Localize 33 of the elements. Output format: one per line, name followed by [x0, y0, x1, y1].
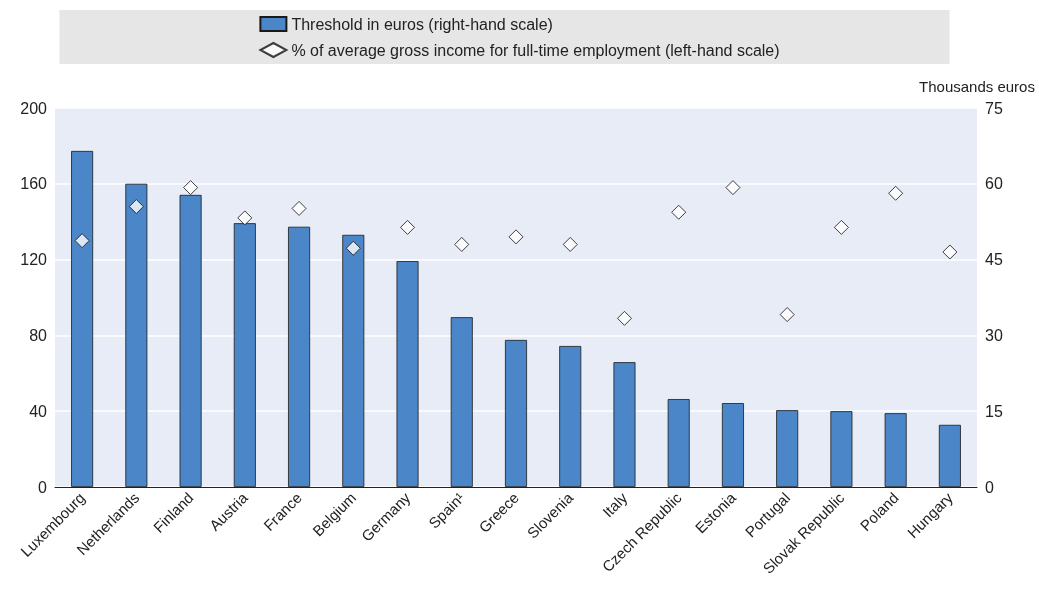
point [183, 180, 199, 196]
y-tick-label: 160 [20, 175, 48, 193]
point [508, 229, 524, 245]
point [454, 236, 470, 252]
y2-tick-label: 15 [985, 402, 1003, 420]
point [291, 200, 307, 216]
y2-tick-label: 0 [985, 478, 994, 496]
point [562, 236, 578, 252]
x-tick-label: Italy [599, 488, 631, 521]
point [671, 204, 687, 220]
point [237, 210, 253, 226]
y-tick-label: 120 [20, 251, 48, 269]
point [833, 219, 849, 235]
y2-tick-label: 60 [985, 175, 1003, 193]
point [942, 244, 958, 260]
point [74, 233, 90, 249]
y2-tick-label: 45 [985, 251, 1003, 269]
y-tick-label: 80 [29, 326, 48, 344]
point [128, 199, 144, 215]
y2-axis-title: Thousands euros [919, 78, 1035, 95]
point [400, 219, 416, 235]
legend-label: Threshold in euros (right-hand scale) [291, 15, 553, 33]
point [779, 307, 795, 323]
point [725, 180, 741, 196]
legend-label: % of average gross income for full-time employment (left-hand scale) [291, 41, 780, 59]
y-tick-label: 40 [29, 402, 48, 420]
point [888, 185, 904, 201]
point [345, 240, 361, 256]
y-tick-label: 0 [38, 478, 48, 496]
y-tick-label: 200 [20, 99, 48, 117]
y2-tick-label: 75 [985, 99, 1003, 117]
y2-tick-label: 30 [985, 326, 1003, 344]
point [616, 310, 632, 326]
